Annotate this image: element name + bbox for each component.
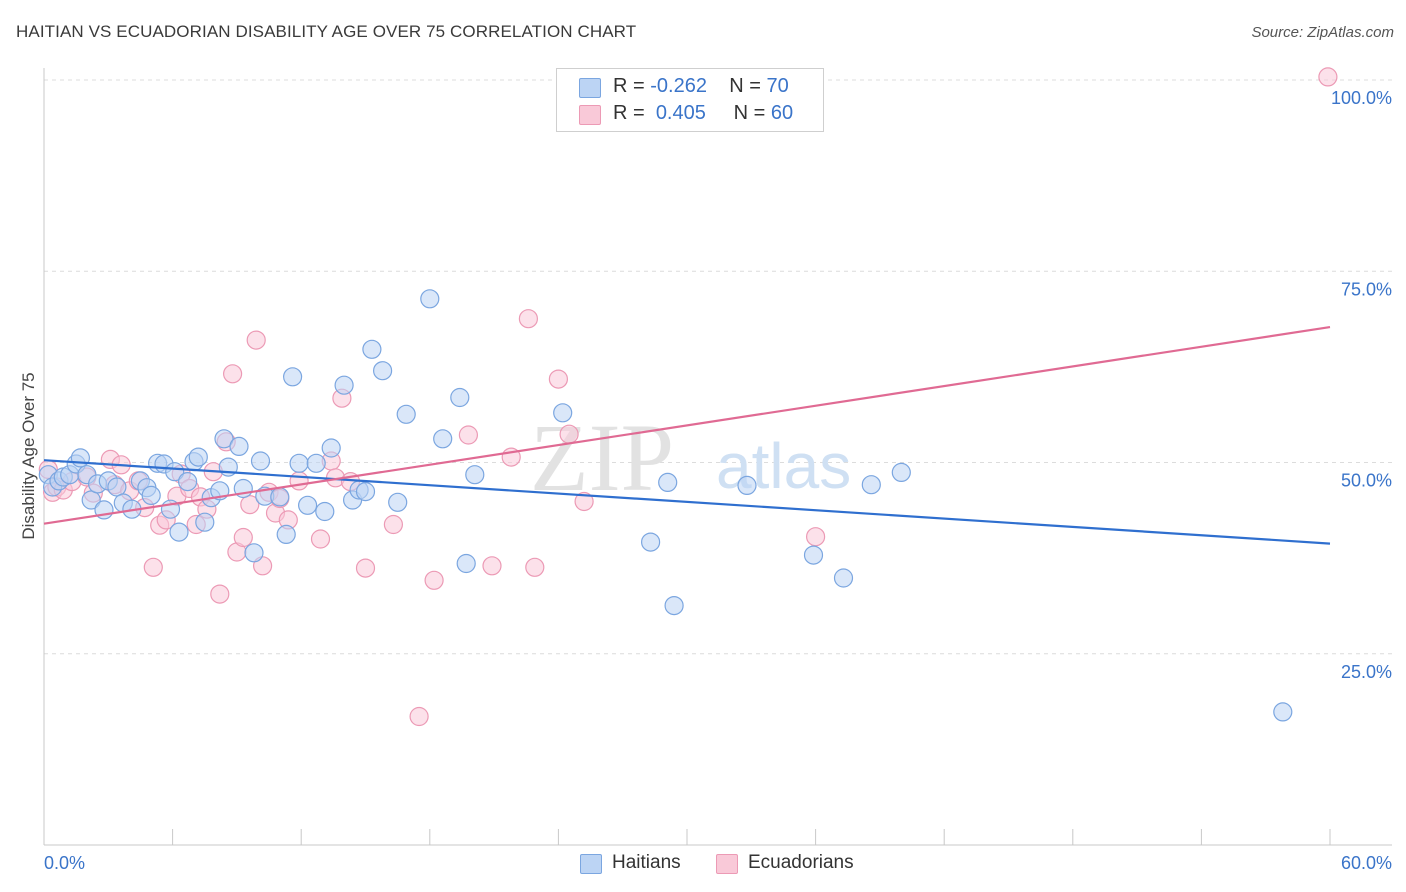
x-tick-label-max: 60.0% bbox=[1341, 853, 1392, 873]
haitian-point bbox=[388, 492, 408, 512]
ecuadorians-n-value: 60 bbox=[770, 102, 794, 124]
haitian-point bbox=[188, 447, 208, 467]
ecuadorians-trend-line bbox=[43, 326, 1331, 525]
ecuadorian-point bbox=[525, 557, 545, 577]
haitian-point bbox=[165, 462, 185, 482]
haitian-point bbox=[229, 436, 249, 456]
haitian-point bbox=[465, 465, 485, 485]
ecuadorian-point bbox=[559, 424, 579, 444]
haitian-point bbox=[244, 543, 264, 563]
haitian-point bbox=[283, 367, 303, 387]
ecuadorian-point bbox=[424, 570, 444, 590]
haitians-r-label: R = bbox=[613, 75, 645, 97]
haitian-point bbox=[396, 404, 416, 424]
haitians-swatch bbox=[579, 78, 601, 98]
y-tick-labels: 25.0% 50.0% 75.0% 100.0% bbox=[1331, 88, 1392, 682]
ecuadorian-point bbox=[1318, 67, 1338, 87]
haitian-point bbox=[169, 522, 189, 542]
ecuadorian-point bbox=[210, 584, 230, 604]
x-axis-ticks bbox=[43, 829, 1331, 845]
haitian-point bbox=[1273, 702, 1293, 722]
ecuadorians-r-label: R = bbox=[613, 102, 645, 124]
y-axis-label: Disability Age Over 75 bbox=[19, 372, 38, 539]
ecuadorian-point bbox=[233, 527, 253, 548]
ecuadorian-point bbox=[240, 495, 260, 515]
ecuadorian-point bbox=[482, 556, 502, 576]
haitian-point bbox=[195, 512, 215, 532]
haitians-n-value: 70 bbox=[766, 75, 789, 97]
ecuadorian-point bbox=[574, 491, 594, 512]
haitian-point bbox=[321, 438, 341, 458]
haitian-point bbox=[640, 532, 661, 552]
ecuadorian-point bbox=[310, 529, 331, 549]
ecuadorian-point bbox=[289, 471, 309, 491]
haitian-point bbox=[450, 387, 470, 408]
ecuadorian-point bbox=[246, 330, 266, 350]
x-tick-label-min: 0.0% bbox=[44, 853, 85, 873]
ecuadorians-r-value: 0.405 bbox=[655, 102, 706, 124]
haitians-trend-line bbox=[43, 459, 1331, 545]
ecuadorians-swatch bbox=[579, 105, 601, 125]
haitian-point bbox=[306, 453, 326, 473]
ecuadorian-point bbox=[383, 514, 403, 535]
bottom-ecuadorians-label: Ecuadorians bbox=[748, 852, 854, 873]
ecuadorian-point bbox=[223, 364, 243, 384]
haitian-point bbox=[355, 482, 376, 502]
y-tick-label: 50.0% bbox=[1341, 471, 1392, 491]
haitian-point bbox=[456, 553, 476, 574]
haitian-point bbox=[833, 568, 854, 588]
haitian-point bbox=[276, 524, 296, 545]
haitian-point bbox=[250, 451, 271, 471]
haitian-point bbox=[289, 453, 309, 473]
grid-lines bbox=[44, 79, 1392, 655]
ecuadorian-point bbox=[548, 369, 569, 389]
haitians-points bbox=[38, 289, 1293, 722]
correlation-legend: R = -0.262 N = 70 R = 0.405 N = 60 bbox=[556, 68, 824, 132]
haitian-point bbox=[658, 472, 678, 492]
haitian-point bbox=[737, 475, 757, 495]
haitian-point bbox=[891, 462, 911, 482]
haitian-point bbox=[270, 487, 290, 507]
ecuadorian-point bbox=[409, 706, 429, 727]
ecuadorians-n-label: N = bbox=[733, 102, 766, 124]
haitian-point bbox=[553, 403, 573, 423]
watermark-atlas: atlas bbox=[716, 430, 851, 502]
ecuadorian-point bbox=[805, 527, 826, 547]
ecuadorian-point bbox=[143, 557, 163, 577]
y-tick-label: 100.0% bbox=[1331, 88, 1392, 108]
haitian-point bbox=[334, 375, 354, 395]
trend-lines bbox=[43, 326, 1331, 545]
haitian-point bbox=[373, 361, 393, 381]
ecuadorian-point bbox=[458, 425, 478, 445]
haitians-n-label: N = bbox=[729, 75, 761, 97]
haitian-point bbox=[141, 485, 161, 505]
haitian-point bbox=[298, 495, 318, 515]
haitian-point bbox=[70, 448, 91, 468]
ecuadorian-point bbox=[518, 309, 539, 329]
ecuadorians-points bbox=[38, 67, 1338, 727]
haitian-point bbox=[664, 595, 684, 616]
bottom-haitians-label: Haitians bbox=[612, 852, 681, 873]
haitian-point bbox=[420, 289, 440, 309]
y-tick-label: 75.0% bbox=[1341, 279, 1392, 299]
haitian-point bbox=[107, 477, 127, 497]
chart-title: HAITIAN VS ECUADORIAN DISABILITY AGE OVE… bbox=[16, 22, 637, 41]
haitian-point bbox=[861, 475, 881, 495]
haitian-point bbox=[178, 472, 198, 492]
haitian-point bbox=[315, 501, 335, 522]
haitian-point bbox=[433, 429, 453, 449]
bottom-haitians-swatch bbox=[580, 854, 602, 874]
haitian-point bbox=[214, 429, 234, 449]
ecuadorian-point bbox=[355, 558, 376, 578]
watermark-zip: ZIP bbox=[530, 404, 674, 511]
haitian-point bbox=[803, 545, 824, 565]
chart-source: Source: ZipAtlas.com bbox=[1251, 24, 1394, 41]
y-tick-label: 25.0% bbox=[1341, 662, 1392, 682]
bottom-ecuadorians-swatch bbox=[716, 854, 738, 874]
haitian-point bbox=[362, 339, 382, 359]
haitians-r-value: -0.262 bbox=[650, 75, 707, 97]
